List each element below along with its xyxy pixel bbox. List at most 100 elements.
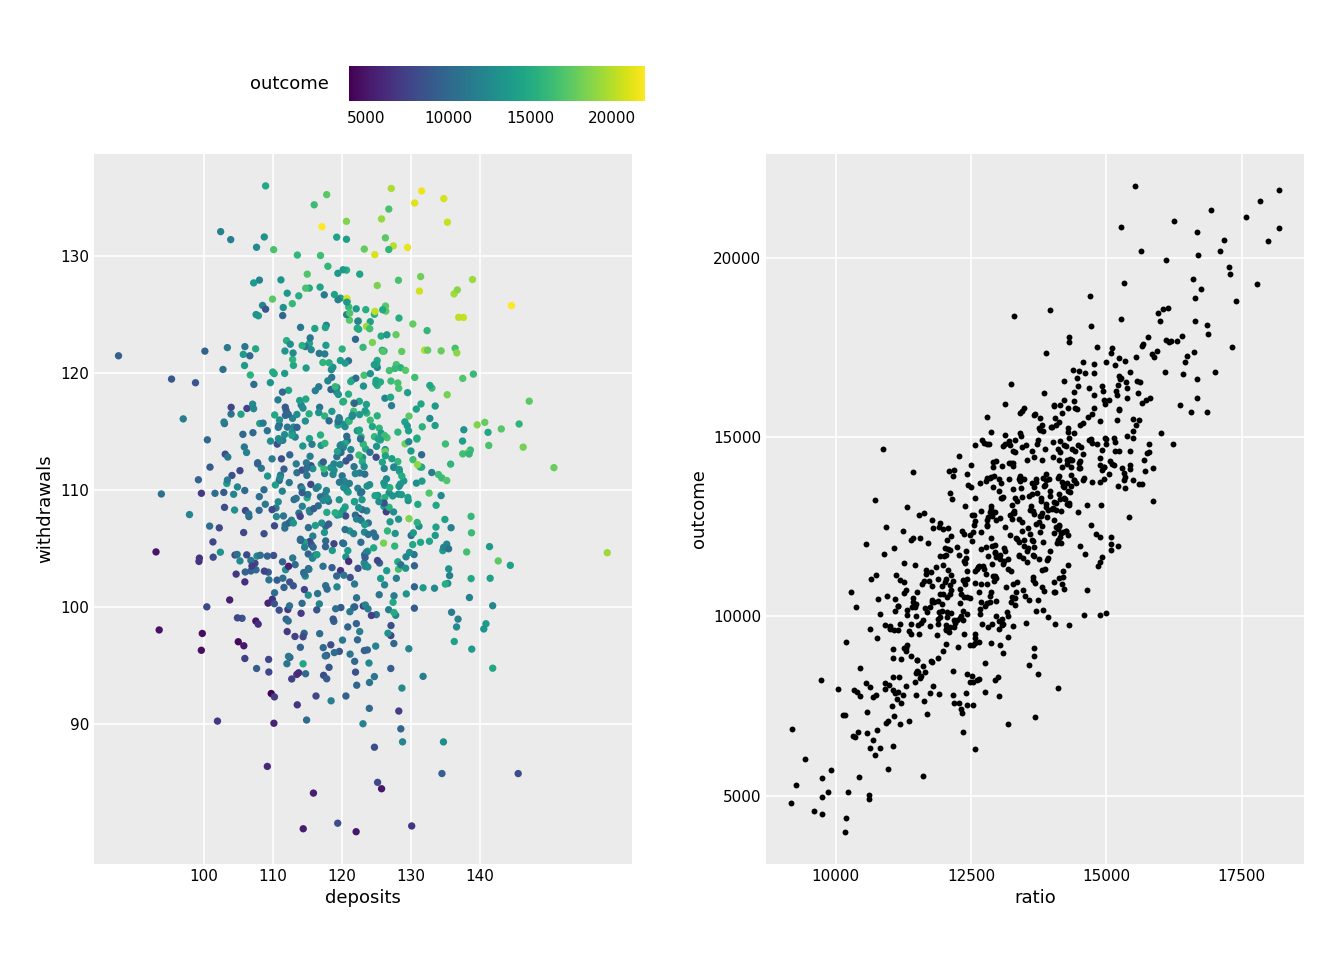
Point <box>425 497 446 513</box>
Point <box>1009 405 1031 420</box>
Point <box>476 616 497 632</box>
Point <box>466 418 488 433</box>
Point <box>341 372 363 388</box>
Point <box>411 473 433 489</box>
Point <box>335 355 356 371</box>
Point <box>345 590 367 606</box>
Point <box>894 555 915 570</box>
Point <box>1090 413 1111 428</box>
Point <box>1146 343 1168 358</box>
Point <box>210 224 231 239</box>
Point <box>233 525 254 540</box>
Point <box>1023 480 1044 495</box>
Point <box>313 667 335 683</box>
Point <box>263 366 285 381</box>
Point <box>866 687 887 703</box>
Point <box>219 592 241 608</box>
Point <box>876 519 898 535</box>
Point <box>900 648 922 663</box>
Point <box>892 575 914 590</box>
Point <box>367 408 388 423</box>
Point <box>1030 508 1051 523</box>
Point <box>933 557 954 572</box>
Point <box>1089 474 1110 490</box>
Point <box>1025 516 1047 532</box>
Point <box>1048 570 1070 586</box>
Y-axis label: withdrawals: withdrawals <box>36 454 55 564</box>
Point <box>368 494 390 510</box>
Point <box>364 306 386 322</box>
Point <box>383 636 405 651</box>
Point <box>863 732 884 748</box>
Point <box>214 500 235 516</box>
Point <box>996 579 1017 594</box>
Point <box>1106 388 1128 403</box>
Point <box>988 613 1009 629</box>
Point <box>325 601 347 616</box>
Point <box>366 449 387 465</box>
Point <box>1157 300 1179 316</box>
Point <box>902 594 923 610</box>
Point <box>351 513 372 528</box>
Point <box>288 505 309 520</box>
Point <box>1004 597 1025 612</box>
Point <box>257 548 278 564</box>
Point <box>294 339 316 354</box>
Point <box>1019 489 1040 504</box>
Point <box>343 526 364 541</box>
Point <box>918 536 939 551</box>
Point <box>943 463 965 478</box>
Point <box>278 559 300 574</box>
Point <box>406 431 427 446</box>
Point <box>911 576 933 591</box>
Point <box>231 611 253 626</box>
Point <box>433 191 454 206</box>
Point <box>1056 453 1078 468</box>
Point <box>439 568 461 584</box>
Point <box>812 806 833 822</box>
Point <box>367 277 388 293</box>
Point <box>887 598 909 613</box>
Point <box>316 582 337 597</box>
Point <box>1032 535 1054 550</box>
Point <box>827 681 848 696</box>
Point <box>953 725 974 740</box>
Point <box>985 609 1007 624</box>
Point <box>1136 393 1157 408</box>
Point <box>895 640 917 656</box>
Point <box>970 595 992 611</box>
Point <box>288 665 309 681</box>
Point <box>316 318 337 333</box>
Point <box>896 607 918 622</box>
Point <box>401 818 422 833</box>
Point <box>380 390 402 405</box>
Point <box>935 605 957 620</box>
Point <box>376 471 398 487</box>
Point <box>438 562 460 577</box>
Point <box>292 485 313 500</box>
Point <box>1055 524 1077 540</box>
Point <box>305 481 327 496</box>
Point <box>883 708 905 723</box>
Point <box>349 466 371 481</box>
Point <box>286 407 308 422</box>
Point <box>1058 557 1079 572</box>
Point <box>316 671 337 686</box>
Point <box>340 374 362 390</box>
Point <box>992 490 1013 505</box>
Point <box>285 456 306 471</box>
Point <box>312 355 333 371</box>
Point <box>251 298 273 313</box>
Point <box>964 564 985 579</box>
Point <box>970 524 992 540</box>
Point <box>961 669 982 684</box>
Point <box>273 580 294 595</box>
Point <box>882 641 903 657</box>
Point <box>298 459 320 474</box>
Point <box>319 413 340 428</box>
Point <box>370 432 391 447</box>
Point <box>1024 575 1046 590</box>
Point <box>989 637 1011 653</box>
Point <box>950 702 972 717</box>
Point <box>1031 505 1052 520</box>
